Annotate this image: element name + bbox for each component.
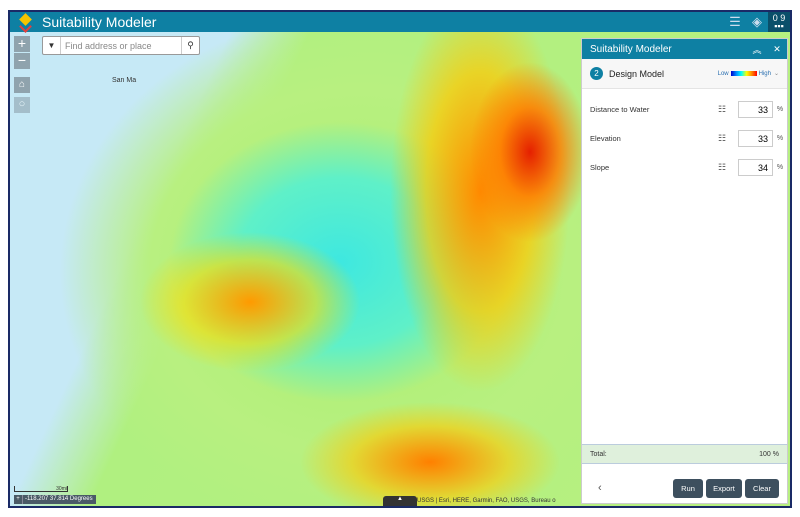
layers-icon[interactable]: ◈ [752, 14, 762, 29]
step-header[interactable]: 2 Design Model Low High ⌄ [582, 59, 787, 89]
search-input[interactable]: Find address or place [65, 40, 152, 51]
zoom-in-button[interactable]: + [14, 36, 30, 52]
attribution-text: USGS | Esri, HERE, Garmin, FAO, USGS, Bu… [417, 498, 556, 504]
color-legend: Low High ⌄ [717, 70, 779, 78]
app-header: Suitability Modeler ☰ ◈ 0 9 ▪▪▪ [10, 12, 790, 32]
color-ramp [730, 71, 757, 76]
weight-input[interactable] [738, 159, 773, 176]
scale-label: 30mi [56, 486, 67, 492]
weight-input[interactable] [738, 101, 773, 118]
criterion-label: Slope [590, 163, 610, 172]
close-icon[interactable]: ✕ [773, 43, 781, 54]
search-box: ▼ Find address or place ⚲ [42, 36, 200, 55]
zoom-out-button[interactable]: − [14, 53, 30, 69]
weight-input[interactable] [738, 130, 773, 147]
locate-button[interactable]: ○ [14, 97, 30, 113]
chevron-down-icon[interactable]: ⌄ [773, 71, 779, 77]
app-title: Suitability Modeler [42, 14, 157, 30]
app-logo-icon [18, 14, 34, 30]
percent-unit: % [776, 106, 784, 113]
step-number: 2 [590, 67, 603, 80]
criterion-row: Distance to Water ☷% [582, 95, 787, 124]
attribution: ▲ USGS | Esri, HERE, Garmin, FAO, USGS, B… [383, 496, 556, 506]
sliders-icon[interactable]: ☷ [718, 104, 727, 114]
coordinate-readout: + -118.207 37.814 Degrees [14, 495, 96, 504]
criterion-label: Elevation [590, 134, 621, 143]
percent-unit: % [776, 164, 784, 171]
collapse-icon[interactable]: ︽ [752, 44, 762, 55]
criterion-row: Slope ☷% [582, 153, 787, 182]
total-row: Total: 100 % [582, 444, 787, 464]
place-label: San Ma [112, 77, 137, 84]
home-button[interactable]: ⌂ [14, 77, 30, 93]
criterion-row: Elevation ☷% [582, 124, 787, 153]
coordinates-text: -118.207 37.814 Degrees [25, 496, 93, 502]
total-value: 100 % [759, 450, 779, 458]
search-icon[interactable]: ⚲ [181, 37, 199, 54]
panel-title: Suitability Modeler [590, 43, 672, 55]
criterion-label: Distance to Water [590, 105, 650, 114]
legend-list-icon[interactable]: ☰ [729, 14, 741, 29]
clear-button[interactable]: Clear [745, 479, 779, 498]
total-label: Total: [590, 450, 607, 458]
run-button[interactable]: Run [673, 479, 703, 498]
crosshair-icon[interactable]: + [14, 495, 23, 504]
app-window: + − ⌂ ○ ▼ Find address or place ⚲ San Ma… [8, 10, 792, 508]
scale-bar: 30mi [14, 486, 68, 492]
coordinates-widget-icon[interactable]: 0 9 ▪▪▪ [768, 12, 790, 32]
back-button[interactable]: ‹ [598, 482, 602, 494]
export-button[interactable]: Export [706, 479, 742, 498]
suitability-panel: Suitability Modeler ︽ ✕ 2 Design Model Low… [581, 38, 788, 504]
step-name: Design Model [609, 68, 665, 79]
percent-unit: % [776, 135, 784, 142]
search-source-dropdown[interactable]: ▼ [43, 37, 61, 54]
sliders-icon[interactable]: ☷ [718, 162, 727, 172]
attribution-toggle[interactable]: ▲ [383, 496, 417, 506]
sliders-icon[interactable]: ☷ [718, 133, 727, 143]
